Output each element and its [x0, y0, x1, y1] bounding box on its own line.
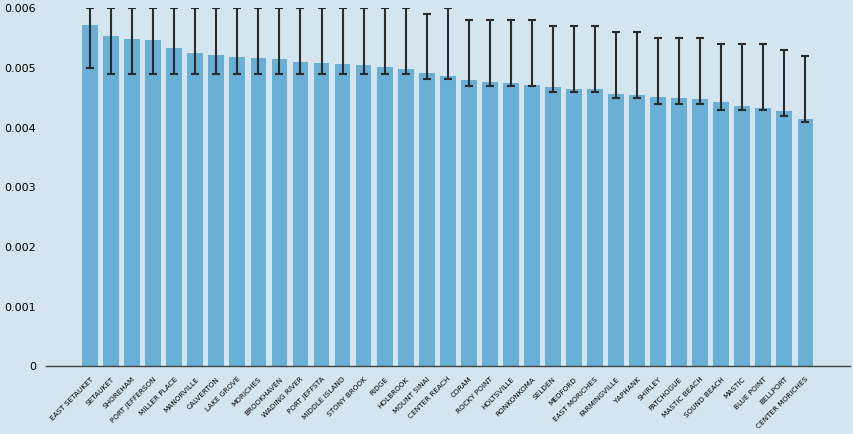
Bar — [629, 95, 644, 366]
Bar — [208, 55, 224, 366]
Bar — [293, 62, 308, 366]
Bar — [797, 118, 812, 366]
Bar — [250, 58, 266, 366]
Bar — [566, 89, 581, 366]
Bar — [607, 93, 624, 366]
Bar — [376, 67, 392, 366]
Bar — [271, 59, 287, 366]
Bar — [82, 25, 98, 366]
Bar — [418, 73, 434, 366]
Bar — [187, 53, 203, 366]
Bar — [670, 98, 687, 366]
Bar — [481, 82, 497, 366]
Bar — [313, 63, 329, 366]
Bar — [524, 85, 539, 366]
Bar — [586, 89, 602, 366]
Bar — [755, 108, 770, 366]
Bar — [439, 76, 456, 366]
Bar — [502, 83, 518, 366]
Bar — [334, 64, 350, 366]
Bar — [775, 112, 792, 366]
Bar — [145, 40, 161, 366]
Bar — [397, 69, 413, 366]
Bar — [356, 65, 371, 366]
Bar — [734, 106, 749, 366]
Bar — [103, 36, 119, 366]
Bar — [712, 102, 728, 366]
Bar — [229, 56, 245, 366]
Bar — [166, 48, 182, 366]
Bar — [544, 87, 560, 366]
Bar — [692, 99, 707, 366]
Bar — [461, 80, 476, 366]
Bar — [649, 96, 665, 366]
Bar — [125, 39, 140, 366]
